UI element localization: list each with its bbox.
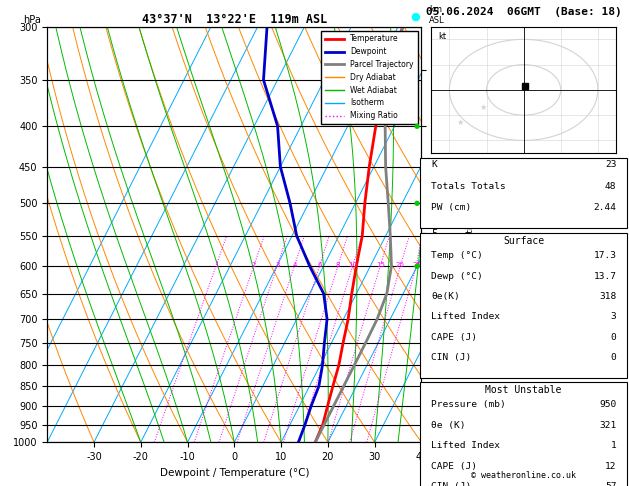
Text: 3: 3 bbox=[275, 261, 279, 268]
X-axis label: Dewpoint / Temperature (°C): Dewpoint / Temperature (°C) bbox=[160, 468, 309, 478]
Bar bbox=[420, 233, 627, 378]
Text: K: K bbox=[431, 160, 437, 170]
Text: ●: ● bbox=[414, 123, 420, 129]
Text: θe (K): θe (K) bbox=[431, 421, 465, 430]
Text: CAPE (J): CAPE (J) bbox=[431, 462, 477, 471]
Text: 321: 321 bbox=[599, 421, 616, 430]
Text: 25: 25 bbox=[412, 261, 421, 268]
Bar bbox=[420, 158, 627, 228]
Text: ★: ★ bbox=[479, 103, 487, 112]
Text: 1: 1 bbox=[214, 261, 218, 268]
Text: km
ASL: km ASL bbox=[429, 5, 445, 25]
Text: Temp (°C): Temp (°C) bbox=[431, 251, 482, 260]
Text: 3: 3 bbox=[611, 312, 616, 322]
Text: 318: 318 bbox=[599, 292, 616, 301]
Text: Lifted Index: Lifted Index bbox=[431, 312, 500, 322]
Text: Dewp (°C): Dewp (°C) bbox=[431, 272, 482, 281]
Text: Surface: Surface bbox=[503, 236, 544, 246]
Text: 20: 20 bbox=[396, 261, 405, 268]
Text: 48: 48 bbox=[605, 182, 616, 191]
Text: 6: 6 bbox=[317, 261, 322, 268]
Text: 13.7: 13.7 bbox=[593, 272, 616, 281]
Text: 05.06.2024  06GMT  (Base: 18): 05.06.2024 06GMT (Base: 18) bbox=[426, 7, 621, 17]
Text: Mixing Ratio (g/kg): Mixing Ratio (g/kg) bbox=[465, 191, 475, 278]
Text: PW (cm): PW (cm) bbox=[431, 203, 471, 212]
Text: 8: 8 bbox=[336, 261, 340, 268]
Text: θe(K): θe(K) bbox=[431, 292, 460, 301]
Text: ●: ● bbox=[414, 263, 420, 269]
Text: 2.44: 2.44 bbox=[593, 203, 616, 212]
Text: Totals Totals: Totals Totals bbox=[431, 182, 506, 191]
Legend: Temperature, Dewpoint, Parcel Trajectory, Dry Adiabat, Wet Adiabat, Isotherm, Mi: Temperature, Dewpoint, Parcel Trajectory… bbox=[321, 31, 418, 124]
Text: 0: 0 bbox=[611, 333, 616, 342]
Text: ★: ★ bbox=[457, 118, 464, 127]
Text: CIN (J): CIN (J) bbox=[431, 353, 471, 363]
Text: CAPE (J): CAPE (J) bbox=[431, 333, 477, 342]
Text: 1: 1 bbox=[611, 441, 616, 451]
Text: 15: 15 bbox=[376, 261, 385, 268]
Text: © weatheronline.co.uk: © weatheronline.co.uk bbox=[471, 471, 576, 480]
Title: 43°37'N  13°22'E  119m ASL: 43°37'N 13°22'E 119m ASL bbox=[142, 13, 327, 26]
Text: 950: 950 bbox=[599, 400, 616, 410]
Text: 23: 23 bbox=[605, 160, 616, 170]
Text: 17.3: 17.3 bbox=[593, 251, 616, 260]
Text: 4: 4 bbox=[292, 261, 296, 268]
Text: kt: kt bbox=[438, 32, 447, 41]
Bar bbox=[420, 382, 627, 486]
Text: Most Unstable: Most Unstable bbox=[486, 385, 562, 395]
Text: 12: 12 bbox=[605, 462, 616, 471]
Text: Lifted Index: Lifted Index bbox=[431, 441, 500, 451]
Text: ●: ● bbox=[410, 12, 420, 22]
Text: 10: 10 bbox=[348, 261, 357, 268]
Text: CIN (J): CIN (J) bbox=[431, 482, 471, 486]
Text: 57: 57 bbox=[605, 482, 616, 486]
Text: hPa: hPa bbox=[23, 15, 41, 25]
Text: 0: 0 bbox=[611, 353, 616, 363]
Text: LCL: LCL bbox=[423, 420, 438, 429]
Text: Pressure (mb): Pressure (mb) bbox=[431, 400, 506, 410]
Text: ●: ● bbox=[414, 200, 420, 206]
Text: 2: 2 bbox=[252, 261, 256, 268]
